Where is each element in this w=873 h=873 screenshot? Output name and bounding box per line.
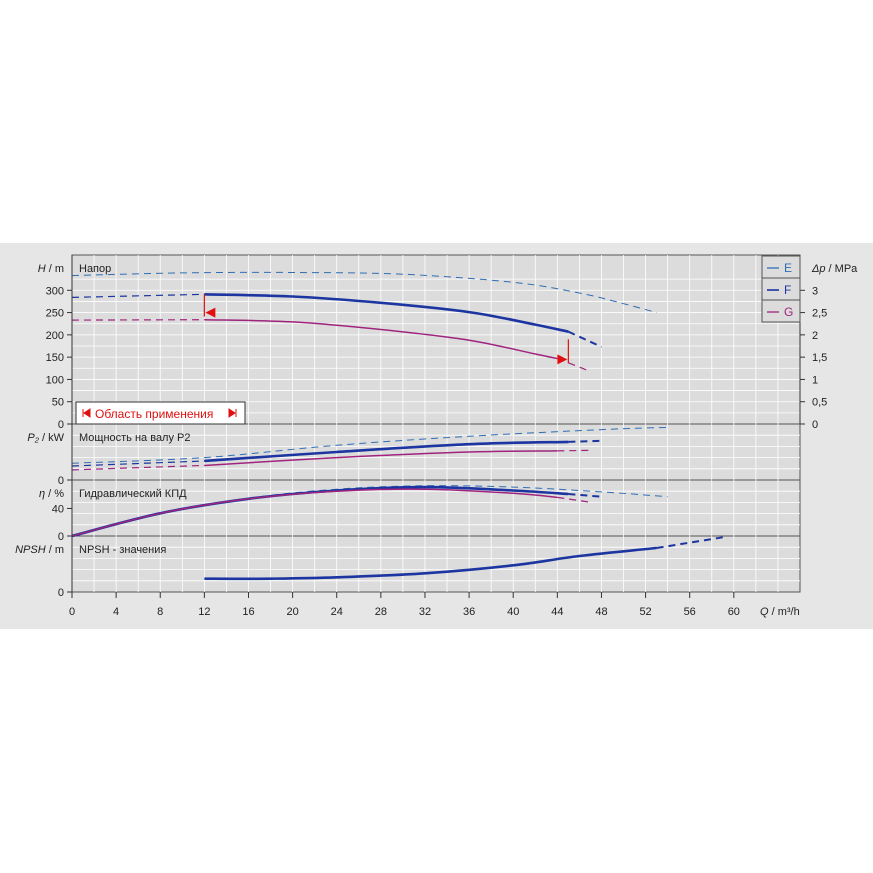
- right-tick-label: 0: [812, 419, 818, 431]
- series-head-f-dashed-end: [567, 330, 602, 348]
- series-power-g-dashed-end: [557, 449, 591, 452]
- application-range-label: Область применения: [75, 401, 246, 425]
- series-efficiency-g-dashed-end: [557, 496, 591, 503]
- panel-npsh: [71, 535, 801, 593]
- x-tick-label: 24: [331, 606, 343, 618]
- series-power-e-dashed: [71, 426, 668, 464]
- x-tick-label: 56: [684, 606, 696, 618]
- y-tick-label: 300: [46, 285, 64, 297]
- legend-label-e: E: [784, 261, 792, 275]
- right-tick-label: 3: [812, 285, 818, 297]
- x-tick-label: 0: [69, 606, 75, 618]
- right-tick-label: 1,5: [812, 352, 827, 364]
- y-tick-label: 200: [46, 330, 64, 342]
- y-tick-label: 40: [52, 503, 64, 515]
- pressure-axis-title: Δp / MPa: [811, 263, 858, 275]
- right-tick-label: 0,5: [812, 397, 827, 409]
- y-tick-label: 0: [58, 587, 64, 599]
- x-tick-label: 36: [463, 606, 475, 618]
- x-tick-label: 28: [375, 606, 387, 618]
- series-head-f-dashed: [71, 293, 205, 298]
- series-head-e-dashed: [71, 271, 657, 314]
- x-tick-label: 60: [728, 606, 740, 618]
- panel-label-head: Напор: [79, 263, 111, 275]
- series-head-f-solid: [204, 292, 569, 333]
- y-tick-label: 0: [58, 419, 64, 431]
- head-axis-title: H / m: [38, 263, 64, 275]
- legend: E F G: [761, 255, 801, 323]
- x-tick-label: 16: [242, 606, 254, 618]
- x-tick-label: 32: [419, 606, 431, 618]
- panel-label-power: Мощность на валу P2: [79, 432, 191, 444]
- x-tick-label: 48: [595, 606, 607, 618]
- power-axis-title: P₂ / kW: [27, 432, 64, 444]
- legend-label-g: G: [784, 305, 793, 319]
- panel-label-efficiency: Гидравлический КПД: [79, 488, 187, 500]
- y-tick-label: 50: [52, 397, 64, 409]
- y-tick-label: 100: [46, 374, 64, 386]
- range-left-arrow-icon: [82, 408, 91, 418]
- npsh-axis-title: NPSH / m: [15, 544, 64, 556]
- x-tick-label: 40: [507, 606, 519, 618]
- series-power-g-solid: [204, 450, 558, 467]
- x-tick-label: 44: [551, 606, 563, 618]
- series-efficiency-f-dashed-end: [568, 493, 602, 498]
- right-tick-label: 2: [812, 330, 818, 342]
- y-tick-label: 250: [46, 308, 64, 320]
- series-efficiency-g-solid: [71, 488, 558, 537]
- series-npsh-f-solid: [204, 546, 657, 581]
- right-tick-label: 2,5: [812, 308, 827, 320]
- series-power-g-dashed: [71, 464, 205, 471]
- x-tick-label: 52: [639, 606, 651, 618]
- series-power-f-dashed: [71, 460, 205, 467]
- x-tick-label: 8: [157, 606, 163, 618]
- series-head-g-solid: [204, 318, 558, 360]
- range-left-triangle: [205, 307, 216, 318]
- panel-head: [71, 254, 801, 425]
- y-tick-label: 150: [46, 352, 64, 364]
- range-right-arrow-icon: [228, 408, 237, 418]
- series-power-f-dashed-end: [568, 439, 602, 443]
- y-tick-label: 0: [58, 531, 64, 543]
- range-right-triangle: [557, 354, 568, 365]
- right-tick-label: 1: [812, 374, 818, 386]
- panel-label-npsh: NPSH - значения: [79, 544, 166, 556]
- panel-power: [71, 423, 801, 481]
- efficiency-axis-title: η / %: [39, 488, 64, 500]
- x-axis-title: Q / m³/h: [760, 606, 800, 618]
- y-tick-label: 0: [58, 475, 64, 487]
- series-power-f-solid: [204, 440, 569, 463]
- application-range-text: Область применения: [95, 407, 213, 421]
- x-tick-label: 20: [286, 606, 298, 618]
- legend-label-f: F: [784, 283, 791, 297]
- x-tick-label: 12: [198, 606, 210, 618]
- x-tick-label: 4: [113, 606, 119, 618]
